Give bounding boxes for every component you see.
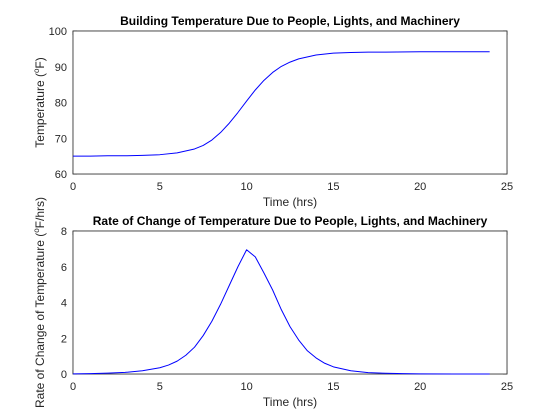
temperature-y-label-post: F) [33,57,47,68]
rate-x-axis-label: Time (hrs) [263,395,317,409]
rate-x-tick-label: 20 [414,381,426,393]
temperature-y-label-pre: Temperature ( [33,73,47,148]
rate-y-tick-label: 4 [61,298,67,310]
temperature-ticks: 0 5 10 15 20 25 60 70 80 90 100 [49,26,513,193]
temperature-axes-border [72,30,508,175]
rate-x-tick-label: 10 [240,381,252,393]
rate-y-label-post: F/hrs) [33,197,47,228]
temperature-y-tick-label: 100 [49,26,67,38]
rate-x-tick-label: 25 [501,381,513,393]
rate-y-label-pre: Rate of Change of Temperature ( [33,233,47,408]
temperature-x-tick-label: 15 [327,181,339,193]
temperature-x-tick-label: 5 [157,181,163,193]
rate-x-tick-label: 15 [327,381,339,393]
rate-y-label-sup: o [32,228,41,233]
rate-y-axis-label: Rate of Change of Temperature (oF/hrs) [32,197,47,408]
temperature-x-tick-label: 25 [501,181,513,193]
rate-y-tick-label: 6 [61,262,67,274]
temperature-series-line [73,51,490,157]
temperature-y-tick-label: 80 [55,98,67,110]
temperature-x-axis-label: Time (hrs) [263,195,317,209]
rate-x-tick-label: 0 [70,381,76,393]
rate-chart-title: Rate of Change of Temperature Due to Peo… [93,214,488,228]
temperature-y-tick-label: 60 [55,169,67,181]
rate-x-tick-label: 5 [157,381,163,393]
temperature-x-tick-label: 10 [240,181,252,193]
temperature-y-tick-label: 70 [55,133,67,145]
rate-axes: 0 5 10 15 20 25 0 2 4 6 8 Rate of Change of Temper… [32,197,513,409]
rate-y-tick-label: 0 [61,369,67,381]
rate-y-tick-label: 2 [61,333,67,345]
temperature-y-label-sup: o [32,68,41,73]
temperature-x-tick-label: 20 [414,181,426,193]
temperature-x-tick-label: 0 [70,181,76,193]
rate-series-line [72,249,490,375]
rate-axes-border [72,230,508,375]
temperature-chart-title: Building Temperature Due to People, Ligh… [120,14,460,28]
temperature-y-axis-label: Temperature (oF) [32,57,47,147]
rate-y-tick-label: 8 [61,226,67,238]
temperature-axes: 0 5 10 15 20 25 60 70 80 90 100 Building Temperatu… [32,14,513,209]
temperature-y-tick-label: 90 [55,62,67,74]
